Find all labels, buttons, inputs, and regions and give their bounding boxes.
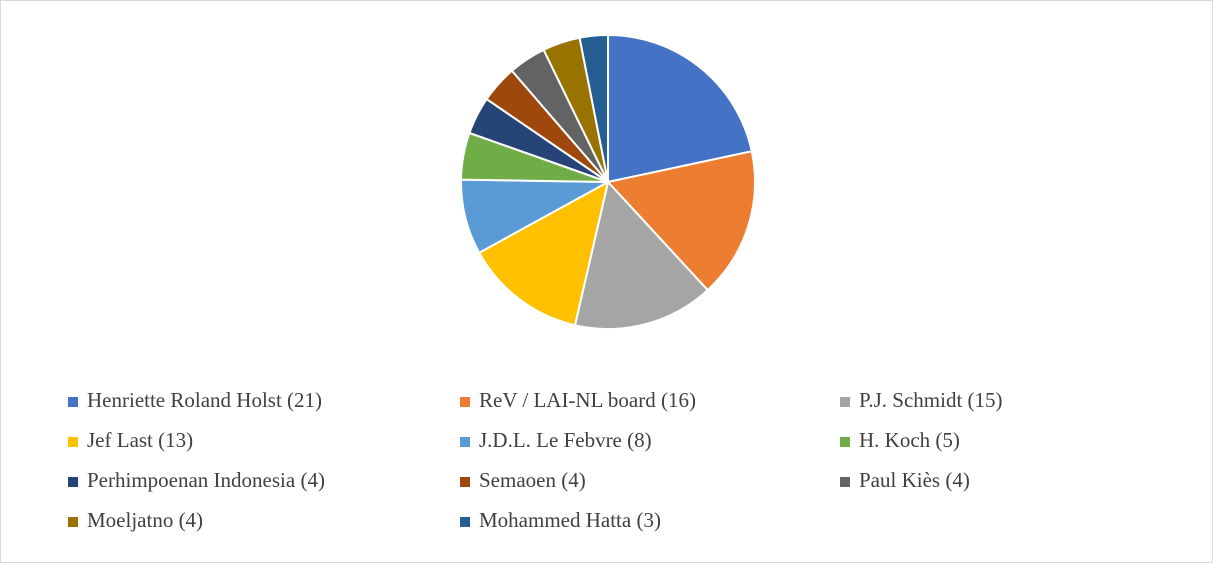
legend-label: J.D.L. Le Febvre (8) <box>479 428 652 452</box>
legend-label: Moeljatno (4) <box>87 508 203 532</box>
pie-slice <box>607 33 753 184</box>
pie-slice <box>573 179 710 330</box>
legend-swatch <box>460 517 470 527</box>
legend-label: Henriette Roland Holst (21) <box>87 388 322 412</box>
legend-swatch <box>68 477 78 487</box>
pie-slice <box>606 150 756 292</box>
legend-label: P.J. Schmidt (15) <box>859 388 1003 412</box>
legend-swatch <box>460 397 470 407</box>
legend-label: Semaoen (4) <box>479 468 586 492</box>
legend-swatch <box>460 437 470 447</box>
legend-swatch <box>840 397 850 407</box>
legend-label: H. Koch (5) <box>859 428 960 452</box>
legend-swatch <box>68 397 78 407</box>
legend-label: ReV / LAI-NL board (16) <box>479 388 696 412</box>
legend-label: Jef Last (13) <box>87 428 193 452</box>
legend-swatch <box>68 437 78 447</box>
pie-slice <box>578 33 609 183</box>
legend-swatch <box>460 477 470 487</box>
legend-label: Paul Kiès (4) <box>859 468 970 492</box>
legend-swatch <box>840 477 850 487</box>
legend-label: Mohammed Hatta (3) <box>479 508 661 532</box>
legend-label: Perhimpoenan Indonesia (4) <box>87 468 325 492</box>
legend-swatch <box>840 437 850 447</box>
legend-swatch <box>68 517 78 527</box>
pie-slice <box>477 180 610 327</box>
